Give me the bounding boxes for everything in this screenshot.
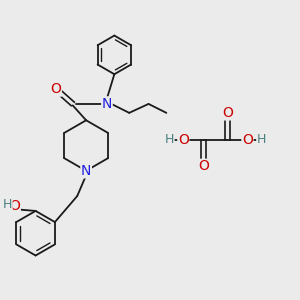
Text: O: O (9, 200, 20, 214)
Text: N: N (81, 164, 91, 178)
Text: H: H (3, 198, 12, 211)
Text: O: O (242, 133, 253, 147)
Text: O: O (178, 133, 189, 147)
Text: H: H (257, 133, 266, 146)
Text: H: H (165, 133, 174, 146)
Text: O: O (198, 159, 209, 173)
Text: O: O (50, 82, 61, 96)
Text: N: N (102, 97, 112, 111)
Text: O: O (222, 106, 233, 120)
